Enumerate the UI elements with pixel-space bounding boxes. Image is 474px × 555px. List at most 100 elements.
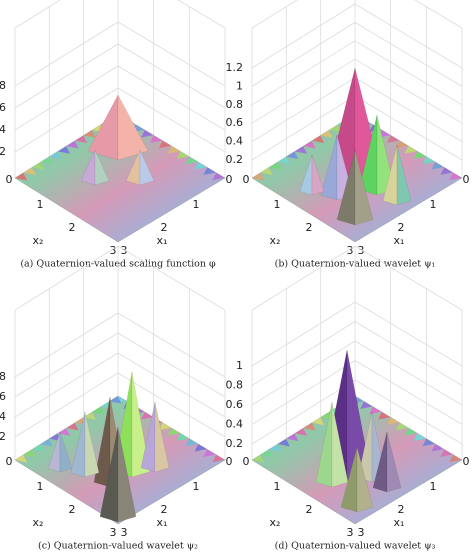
surface-patch [303,422,316,431]
corner-label: 0 [226,173,233,186]
surface-patch [83,412,96,420]
surface-patch [395,140,409,149]
surface-patch [185,156,198,165]
corner-label: 0 [463,173,470,186]
x1-tick-label: 1 [430,198,437,211]
surface-patch [378,412,391,420]
x1-tick-label: 3 [121,244,128,257]
surface-patch [83,130,96,138]
z-tick-label: 0.6 [226,398,244,411]
surface-patch [194,444,207,452]
surface-patch [360,401,373,409]
x1-tick-label: 3 [358,244,365,257]
wall-grid [117,372,226,438]
corner-label: 0 [243,455,250,468]
x2-tick-label: 3 [347,244,354,257]
wall-grid [251,77,356,142]
wall-grid [354,58,463,124]
surface-patch [66,422,79,431]
wall-grid [354,40,463,106]
z-tick-label: 0.2 [0,145,6,158]
corner-label: 0 [6,455,13,468]
wall-grid [117,43,226,109]
box-edge [354,245,463,311]
wall-grid [117,312,226,378]
x2-tick-label: 3 [110,526,117,539]
wall-grid [14,43,119,109]
surface-patch [312,417,325,426]
wall-grid [251,58,356,124]
surface-patch [40,156,53,165]
z-tick-label: 0.6 [0,390,6,403]
surface-patch [57,428,71,436]
wall-grid [354,360,463,425]
x1-tick-label: 3 [121,526,128,539]
x2-tick-label: 2 [69,221,76,234]
surface-patch [294,428,308,436]
x2-axis-label: x₂ [270,234,281,247]
surface-patch [312,135,325,144]
wall-grid [354,95,463,161]
surface-patch [252,172,265,181]
box-edge [251,0,298,29]
wall-grid [251,340,356,406]
surface-patch [395,422,409,431]
z-tick-label: 0.8 [226,379,244,392]
surface-patch [203,449,216,457]
surface-patch [277,156,290,165]
x1-tick-label: 2 [161,221,168,234]
surface-patch [15,172,28,181]
wall-grid [14,312,119,378]
wall-grid [117,87,226,153]
surface-patch [269,162,282,170]
box-edge [14,0,61,29]
surface-patch [277,438,290,447]
x2-tick-label: 2 [306,503,313,516]
surface-patch [329,124,342,133]
surface-peak [354,149,374,226]
box-edge [177,0,226,29]
wall-grid [117,352,226,418]
surface-peak [154,401,170,473]
z-tick-label: 0.4 [226,418,244,431]
surface-patch [176,151,189,159]
x1-tick-label: 1 [430,480,437,493]
corner-label: 0 [6,173,13,186]
surface-patch [66,140,79,149]
x1-axis-label: x₁ [394,234,405,247]
corner-label: 0 [243,173,250,186]
wall-grid [117,21,226,87]
surface-peak [59,431,73,473]
wall-grid [251,40,356,106]
surface-patch [369,406,382,415]
corner-label: 0 [226,455,233,468]
x1-tick-label: 2 [398,503,405,516]
surface-patch [386,135,400,143]
surface-patch [422,438,435,447]
surface-patch [386,417,400,425]
wall-grid [14,352,119,418]
surface-patch [158,422,172,431]
wall-grid [354,22,463,87]
surface-patch [141,412,154,420]
surface-patch [176,433,189,441]
corner-label: 0 [463,455,470,468]
x1-axis-label: x₁ [157,234,168,247]
wall-grid [117,332,226,398]
x2-tick-label: 1 [37,198,44,211]
x2-tick-label: 3 [110,244,117,257]
surface-peak [331,401,349,488]
surface-patch [15,454,28,463]
surface-patch [40,438,53,447]
surface-patch [92,406,105,415]
wall-grid [354,77,463,142]
x1-tick-label: 1 [193,480,200,493]
wall-grid [354,321,463,386]
z-tick-label: 0.8 [0,370,6,383]
surface-peak [396,144,412,206]
box-edge [251,245,356,311]
surface-patch [141,130,154,138]
surface-patch [49,151,62,160]
wall-grid [251,321,356,386]
x1-axis-label: x₁ [394,516,405,529]
